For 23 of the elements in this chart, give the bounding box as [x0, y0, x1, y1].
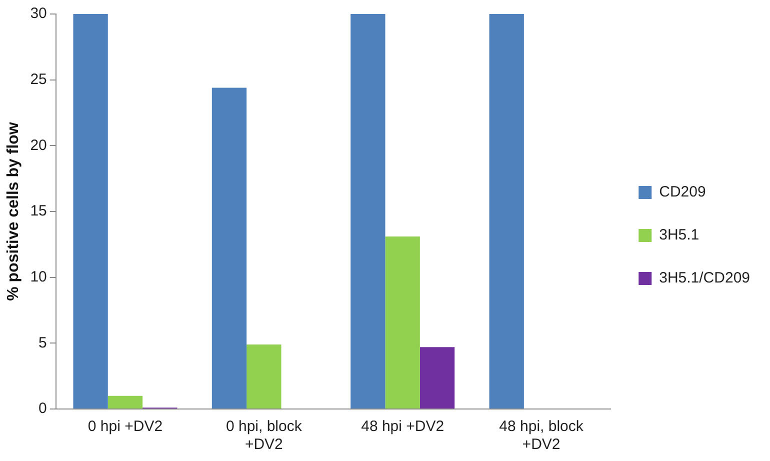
- legend-label: 3H5.1/CD209: [659, 270, 750, 287]
- y-axis-title: % positive cells by flow: [5, 122, 22, 301]
- bar: [73, 14, 108, 408]
- x-tick-label: 48 hpi +DV2: [361, 418, 444, 436]
- bar: [212, 88, 247, 408]
- x-tick-label: 48 hpi, block +DV2: [499, 418, 584, 454]
- y-tick-label: 0: [38, 400, 47, 418]
- bar: [108, 396, 143, 408]
- bar: [489, 14, 524, 408]
- y-tick-label: 5: [38, 334, 47, 352]
- legend-label: CD209: [659, 184, 706, 201]
- y-tick-label: 10: [30, 268, 47, 286]
- bar: [246, 344, 282, 408]
- x-tick-label: 0 hpi, block +DV2: [226, 418, 302, 454]
- x-tick-label: 0 hpi +DV2: [88, 418, 163, 436]
- y-tick-label: 25: [30, 70, 47, 88]
- legend-label: 3H5.1: [659, 226, 700, 244]
- y-tick-label: 20: [30, 136, 47, 154]
- bar: [385, 236, 420, 408]
- y-tick-label: 30: [30, 5, 47, 22]
- bar: [350, 14, 386, 408]
- y-tick-label: 15: [30, 202, 47, 220]
- bar: [420, 347, 455, 408]
